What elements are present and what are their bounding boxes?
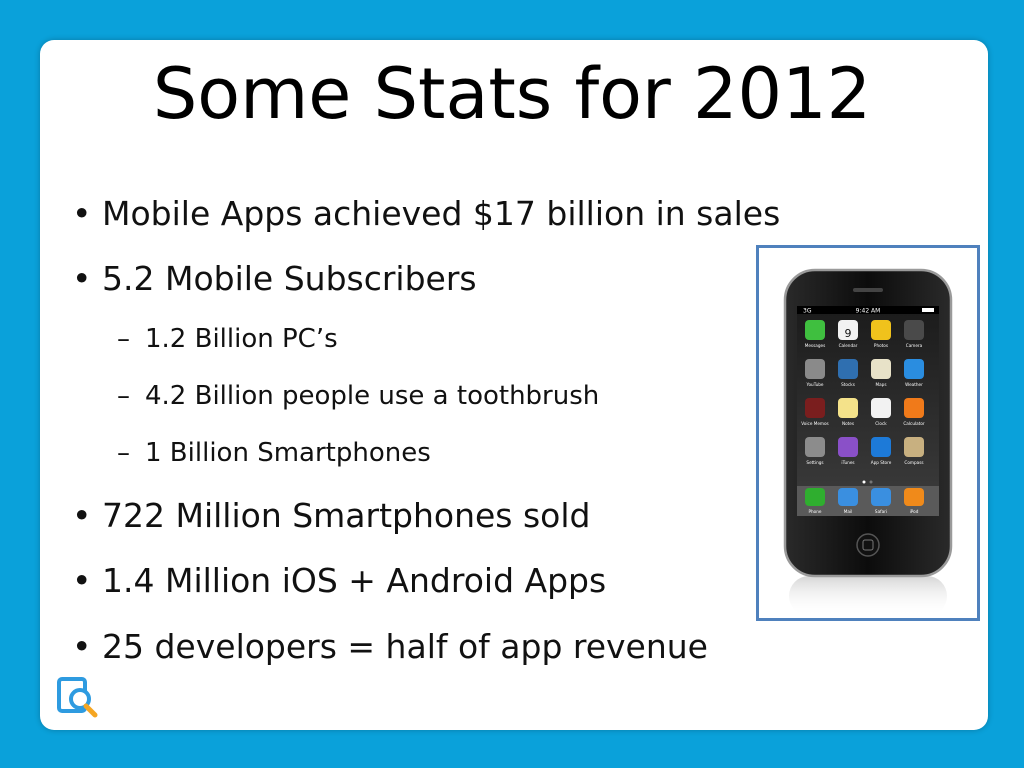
status-carrier: 3G — [803, 308, 812, 315]
app-icon-itunes: iTunes — [838, 437, 858, 465]
bullet-text: 4.2 Billion people use a toothbrush — [145, 381, 600, 411]
app-label: iTunes — [841, 460, 854, 465]
dock-icon-phone: Phone — [805, 488, 825, 514]
dock-label: iPod — [910, 509, 919, 514]
calendar-day: 9 — [845, 327, 852, 340]
dock-label: Phone — [809, 509, 822, 514]
app-icon-stocks: Stocks — [838, 359, 858, 387]
phone-status-bar — [797, 306, 939, 314]
bullet-marker: • — [72, 194, 92, 233]
app-icon-maps: Maps — [871, 359, 891, 387]
app-label: Calculator — [903, 421, 925, 426]
dock-label: Mail — [844, 509, 853, 514]
bullet-text: 722 Million Smartphones sold — [102, 496, 591, 535]
dash-marker: – — [117, 324, 130, 354]
dash-marker: – — [117, 438, 130, 468]
bullet-item: • 25 developers = half of app revenue — [72, 627, 708, 667]
app-icon-app-store: App Store — [871, 437, 892, 465]
bullet-marker: • — [72, 561, 92, 600]
bullet-text: 1 Billion Smartphones — [145, 438, 431, 468]
bullet-marker: • — [72, 496, 92, 535]
bullet-item: • Mobile Apps achieved $17 billion in sa… — [72, 194, 781, 234]
slide-title: Some Stats for 2012 — [152, 53, 872, 135]
dock-icon-safari: Safari — [871, 488, 891, 514]
dash-marker: – — [117, 381, 130, 411]
app-label: YouTube — [805, 382, 823, 387]
home-button — [856, 533, 880, 557]
phone-image: 3G 9:42 AM Messages Calendar 9 Photos Camera… — [783, 268, 953, 616]
app-label: Settings — [806, 460, 823, 465]
dock-label: Safari — [875, 509, 887, 514]
app-label: App Store — [871, 460, 892, 465]
bullet-text: 25 developers = half of app revenue — [102, 627, 708, 666]
app-label: Compass — [904, 460, 923, 465]
app-icon-voice-memos: Voice Memos — [801, 398, 829, 426]
status-time: 9:42 AM — [856, 308, 881, 315]
dock-icon-mail: Mail — [838, 488, 858, 514]
app-icon-camera: Camera — [904, 320, 924, 348]
app-label: Calendar — [839, 343, 858, 348]
battery-icon — [922, 308, 934, 312]
page-dots — [862, 480, 873, 484]
app-icon-photos: Photos — [871, 320, 891, 348]
app-grid: Messages Calendar 9 Photos Camera YouTube Stoc… — [801, 320, 925, 465]
app-icon-calendar: Calendar — [838, 320, 858, 348]
sub-bullet-item: – 1.2 Billion PC’s — [117, 323, 338, 355]
app-label: Maps — [875, 382, 886, 387]
phone-reflection — [789, 576, 947, 616]
app-label: Messages — [805, 343, 826, 348]
app-label: Voice Memos — [801, 421, 829, 426]
phone-earpiece — [853, 288, 883, 292]
bullet-text: 1.4 Million iOS + Android Apps — [102, 561, 607, 600]
sub-bullet-item: – 4.2 Billion people use a toothbrush — [117, 380, 600, 412]
phone-image-frame: 3G 9:42 AM Messages Calendar 9 Photos Camera… — [756, 245, 980, 621]
search-document-icon — [57, 677, 98, 718]
app-icon-youtube: YouTube — [805, 359, 825, 387]
app-icon-calculator: Calculator — [903, 398, 925, 426]
app-icon-messages: Messages — [805, 320, 826, 348]
app-icon-compass: Compass — [904, 437, 924, 465]
bullet-marker: • — [72, 259, 92, 298]
sub-bullet-item: – 1 Billion Smartphones — [117, 437, 431, 469]
bullet-item: • 722 Million Smartphones sold — [72, 496, 591, 536]
bullet-text: Mobile Apps achieved $17 billion in sale… — [102, 194, 781, 233]
dock-icon-ipod: iPod — [904, 488, 924, 514]
bullet-item: • 5.2 Mobile Subscribers — [72, 259, 477, 299]
bullet-item: • 1.4 Million iOS + Android Apps — [72, 561, 607, 601]
app-label: Stocks — [841, 382, 855, 387]
app-icon-weather: Weather — [904, 359, 924, 387]
bullet-text: 1.2 Billion PC’s — [145, 324, 338, 354]
dock-grid: Phone Mail Safari iPod — [805, 488, 924, 514]
app-label: Photos — [874, 343, 888, 348]
app-icon-notes: Notes — [838, 398, 858, 426]
app-label: Notes — [842, 421, 854, 426]
app-icon-settings: Settings — [805, 437, 825, 465]
app-label: Camera — [906, 343, 923, 348]
app-label: Clock — [875, 421, 887, 426]
app-icon-clock: Clock — [871, 398, 891, 426]
bullet-marker: • — [72, 627, 92, 666]
app-label: Weather — [905, 382, 923, 387]
home-button-square — [862, 539, 874, 551]
bullet-text: 5.2 Mobile Subscribers — [102, 259, 477, 298]
